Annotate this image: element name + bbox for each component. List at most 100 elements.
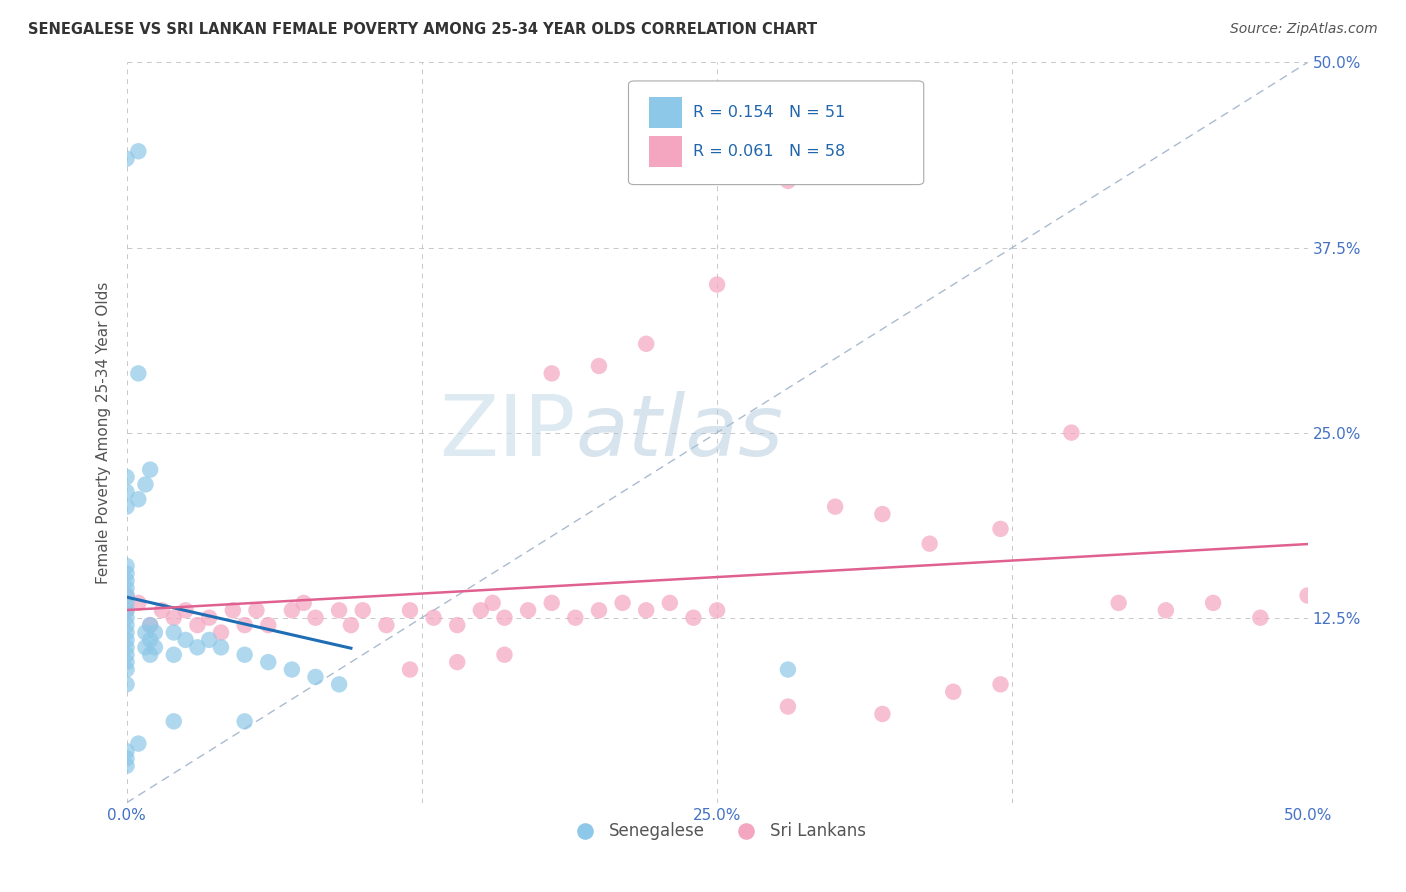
Point (115, 596, 138, 610)
Point (127, 492, 149, 507)
Point (872, 706, 894, 721)
Point (115, 648, 138, 662)
Point (706, 277, 728, 292)
Point (918, 536, 941, 550)
Point (706, 603, 728, 617)
Point (281, 663, 304, 677)
Y-axis label: Female Poverty Among 25-34 Year Olds: Female Poverty Among 25-34 Year Olds (96, 282, 111, 583)
Point (1202, 596, 1225, 610)
Point (115, 589, 138, 603)
Point (399, 603, 422, 617)
Point (198, 610, 221, 624)
Point (281, 603, 304, 617)
FancyBboxPatch shape (628, 81, 924, 185)
Point (375, 618, 398, 632)
Point (824, 500, 846, 514)
Point (163, 648, 186, 662)
Point (115, 751, 138, 765)
Point (776, 699, 799, 714)
Point (174, 632, 197, 647)
Point (564, 610, 586, 624)
Point (115, 618, 138, 632)
Point (115, 744, 138, 758)
Point (139, 648, 162, 662)
Legend: Senegalese, Sri Lankans: Senegalese, Sri Lankans (562, 815, 872, 847)
Point (115, 574, 138, 588)
Point (115, 581, 138, 595)
Bar (648, 136, 682, 167)
Point (115, 484, 138, 499)
Point (494, 610, 516, 624)
Point (588, 603, 610, 617)
Point (127, 596, 149, 610)
Point (127, 737, 149, 751)
Point (127, 145, 149, 159)
Point (115, 589, 138, 603)
Point (186, 640, 208, 655)
Point (446, 618, 468, 632)
Point (143, 640, 166, 655)
Point (209, 640, 232, 655)
Point (115, 632, 138, 647)
Point (399, 663, 422, 677)
Point (115, 470, 138, 484)
Point (682, 610, 704, 624)
Point (990, 522, 1012, 536)
Point (150, 603, 173, 617)
Point (245, 603, 267, 617)
Text: R = 0.154   N = 51: R = 0.154 N = 51 (693, 105, 845, 120)
Point (115, 610, 138, 624)
Point (636, 336, 658, 351)
Point (540, 596, 562, 610)
Point (163, 625, 186, 640)
Point (352, 603, 374, 617)
Point (776, 174, 799, 188)
Point (233, 618, 256, 632)
Point (163, 610, 186, 624)
Point (446, 655, 468, 669)
Point (115, 558, 138, 573)
Point (612, 596, 634, 610)
Point (304, 610, 326, 624)
Point (139, 618, 162, 632)
Point (209, 625, 232, 640)
Point (328, 677, 350, 691)
Point (257, 655, 280, 669)
Point (115, 655, 138, 669)
Point (186, 618, 208, 632)
Point (1060, 425, 1083, 440)
Point (139, 462, 162, 476)
Point (257, 618, 280, 632)
Point (115, 640, 138, 655)
Text: ZIP: ZIP (439, 391, 575, 475)
Point (481, 596, 503, 610)
Point (115, 152, 138, 166)
Point (198, 632, 221, 647)
Point (115, 603, 138, 617)
Point (304, 670, 326, 684)
Point (134, 625, 156, 640)
Point (494, 648, 516, 662)
Point (134, 640, 156, 655)
Point (143, 625, 166, 640)
Point (115, 663, 138, 677)
Point (328, 603, 350, 617)
Bar (648, 97, 682, 128)
Point (127, 367, 149, 381)
Text: Source: ZipAtlas.com: Source: ZipAtlas.com (1230, 22, 1378, 37)
Point (115, 566, 138, 581)
Point (233, 648, 256, 662)
Point (422, 610, 444, 624)
Point (115, 603, 138, 617)
Point (163, 714, 186, 729)
Point (115, 677, 138, 691)
Point (588, 359, 610, 373)
Point (517, 603, 540, 617)
Point (139, 618, 162, 632)
Point (872, 507, 894, 521)
Point (233, 714, 256, 729)
Point (470, 603, 492, 617)
Point (942, 685, 965, 699)
Point (174, 603, 197, 617)
Point (1296, 589, 1319, 603)
